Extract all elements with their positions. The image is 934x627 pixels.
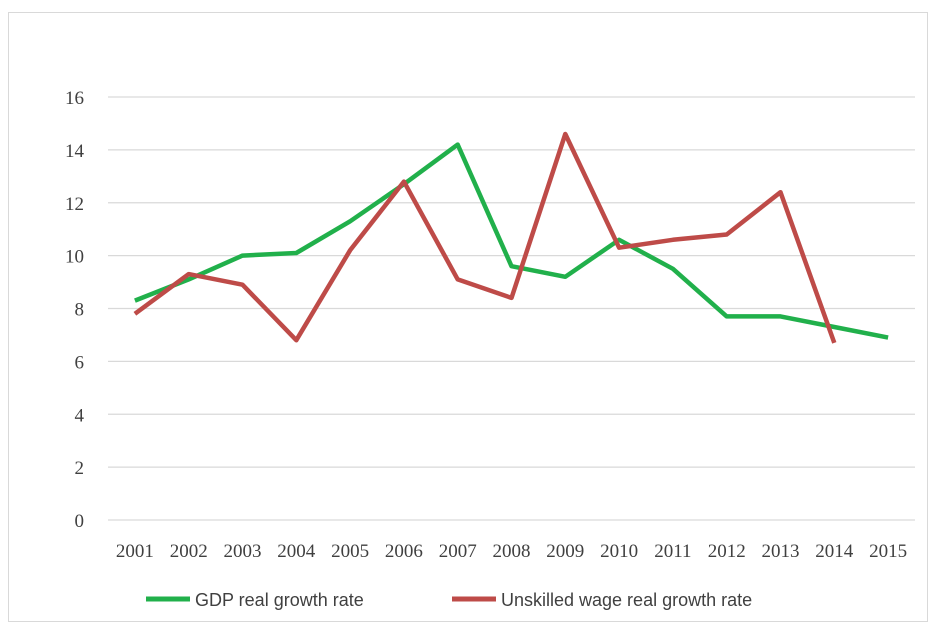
y-tick-label: 14	[65, 141, 85, 162]
y-tick-label: 6	[75, 352, 85, 373]
y-tick-label: 16	[65, 88, 84, 109]
x-axis-ticks: 2001 2002 2003 2004 2005 2006 2007 2008 2009 2010…	[116, 541, 907, 562]
y-axis-ticks: 0 2 4 6 8 10 12 14 16	[65, 88, 85, 532]
x-tick-label: 2010	[600, 541, 638, 562]
x-tick-label: 2003	[224, 541, 262, 562]
x-tick-label: 2001	[116, 541, 154, 562]
x-tick-label: 2005	[331, 541, 369, 562]
y-tick-label: 12	[65, 194, 84, 215]
legend-label-gdp: GDP real growth rate	[195, 590, 364, 610]
x-tick-label: 2007	[439, 541, 477, 562]
y-tick-label: 2	[75, 458, 85, 479]
x-tick-label: 2008	[493, 541, 531, 562]
legend-label-wage: Unskilled wage real growth rate	[501, 590, 752, 610]
x-tick-label: 2011	[654, 541, 691, 562]
legend: GDP real growth rate Unskilled wage real…	[146, 590, 752, 610]
x-tick-label: 2015	[869, 541, 907, 562]
y-tick-label: 10	[65, 247, 84, 268]
y-tick-label: 4	[75, 405, 85, 426]
x-tick-label: 2006	[385, 541, 423, 562]
gridlines	[108, 96, 915, 521]
series-line-wage	[133, 131, 837, 344]
y-tick-label: 8	[75, 300, 85, 321]
series-lines	[133, 131, 889, 344]
x-tick-label: 2014	[815, 541, 854, 562]
x-tick-label: 2013	[762, 541, 800, 562]
x-tick-label: 2009	[546, 541, 584, 562]
x-tick-label: 2012	[708, 541, 746, 562]
x-tick-label: 2004	[277, 541, 316, 562]
series-line-gdp	[134, 142, 889, 340]
x-tick-label: 2002	[170, 541, 208, 562]
y-tick-label: 0	[75, 511, 85, 532]
